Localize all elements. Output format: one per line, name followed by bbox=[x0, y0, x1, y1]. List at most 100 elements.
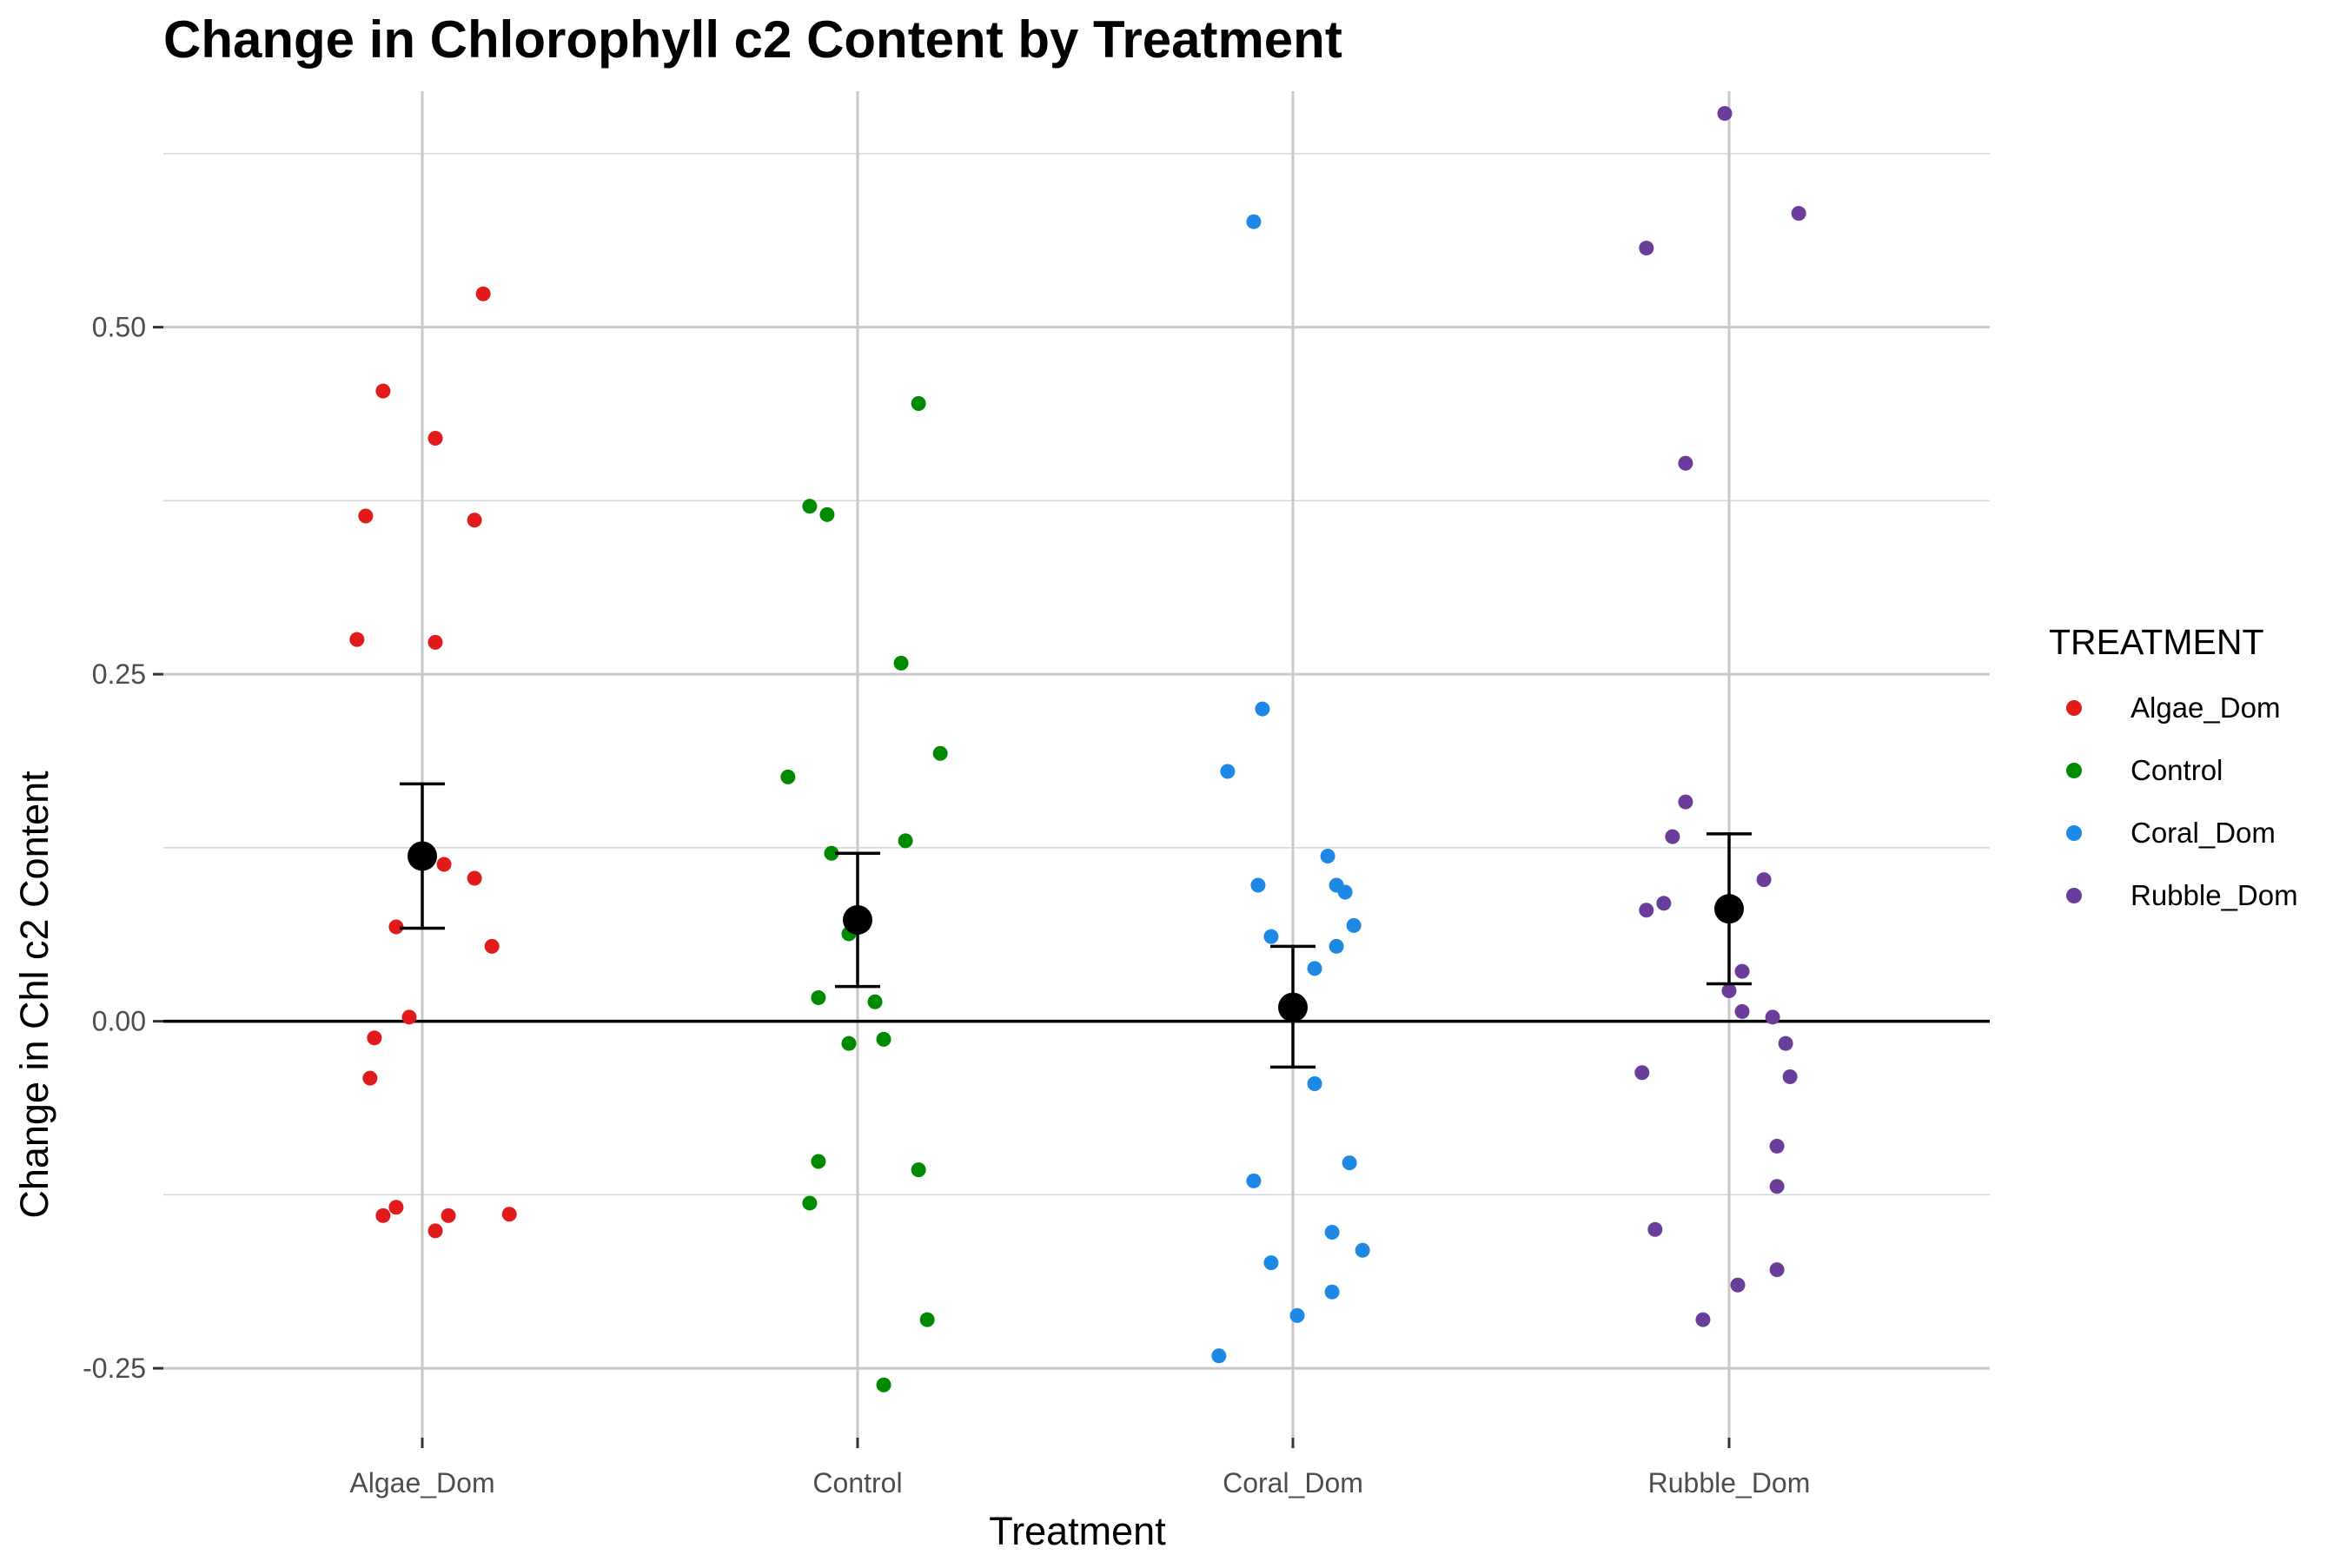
data-point bbox=[1324, 1225, 1340, 1241]
data-point bbox=[1665, 829, 1680, 844]
data-point bbox=[802, 1195, 818, 1211]
data-point bbox=[1678, 455, 1693, 471]
data-point bbox=[1246, 214, 1262, 229]
data-point bbox=[1695, 1312, 1711, 1327]
data-point bbox=[467, 513, 482, 528]
data-point bbox=[867, 994, 883, 1009]
x-axis-title: Treatment bbox=[989, 1509, 1166, 1553]
data-point bbox=[436, 857, 452, 872]
data-point bbox=[1734, 963, 1750, 979]
data-point bbox=[1307, 1076, 1322, 1092]
data-point bbox=[1717, 106, 1733, 122]
data-point bbox=[1337, 884, 1353, 900]
data-point bbox=[1721, 982, 1737, 998]
data-point bbox=[1639, 903, 1654, 918]
data-point bbox=[876, 1031, 891, 1047]
legend: TREATMENT Algae_Dom Control Coral_Dom Rubbl… bbox=[2049, 622, 2298, 911]
data-point bbox=[802, 499, 818, 514]
data-point bbox=[1346, 917, 1362, 933]
mean-point bbox=[1714, 894, 1744, 924]
data-point bbox=[427, 634, 443, 650]
data-point bbox=[1255, 701, 1270, 717]
data-point bbox=[911, 1162, 926, 1178]
chart-title: Change in Chlorophyll c2 Content by Trea… bbox=[163, 10, 1342, 69]
legend-entries: Algae_Dom Control Coral_Dom Rubble_Dom bbox=[2066, 691, 2298, 911]
data-point bbox=[1263, 1255, 1279, 1271]
legend-label: Algae_Dom bbox=[2131, 691, 2280, 724]
mean-point bbox=[843, 904, 872, 935]
data-point bbox=[1289, 1307, 1305, 1323]
data-point bbox=[367, 1030, 382, 1046]
data-point bbox=[893, 655, 909, 671]
data-point bbox=[911, 396, 926, 412]
data-point bbox=[1320, 848, 1335, 863]
data-point bbox=[375, 383, 391, 399]
legend-label: Rubble_Dom bbox=[2131, 879, 2298, 911]
legend-key bbox=[2066, 700, 2082, 716]
y-tick-label: 0.25 bbox=[92, 658, 146, 690]
data-point bbox=[1250, 877, 1266, 893]
data-point bbox=[811, 989, 826, 1005]
y-tick-label: 0.00 bbox=[92, 1006, 146, 1037]
data-point bbox=[1656, 896, 1672, 911]
data-point bbox=[1782, 1069, 1798, 1085]
data-point bbox=[1765, 1009, 1780, 1025]
data-point bbox=[841, 1035, 857, 1051]
y-tick-label: -0.25 bbox=[83, 1353, 146, 1384]
data-point bbox=[824, 845, 839, 861]
data-point bbox=[484, 938, 500, 954]
legend-key bbox=[2066, 763, 2082, 778]
data-point bbox=[1769, 1138, 1785, 1154]
x-tick-label: Algae_Dom bbox=[349, 1467, 494, 1499]
data-point bbox=[1263, 929, 1279, 944]
data-point bbox=[1324, 1284, 1340, 1300]
legend-key bbox=[2066, 825, 2082, 841]
data-point bbox=[1756, 872, 1772, 888]
summary-layer bbox=[400, 782, 1752, 1069]
y-axis-title: Change in Chl c2 Content bbox=[12, 771, 56, 1219]
data-point bbox=[1791, 206, 1806, 222]
data-point bbox=[1639, 241, 1654, 256]
data-point bbox=[1307, 961, 1322, 976]
data-point bbox=[362, 1070, 378, 1086]
data-point bbox=[388, 1200, 404, 1215]
x-tick-label: Rubble_Dom bbox=[1648, 1467, 1811, 1499]
data-point bbox=[811, 1154, 826, 1169]
points-layer bbox=[349, 106, 1806, 1393]
legend-label: Control bbox=[2131, 754, 2223, 786]
data-point bbox=[1342, 1155, 1357, 1171]
x-tick-label: Coral_Dom bbox=[1223, 1467, 1363, 1499]
data-point bbox=[1730, 1277, 1746, 1293]
legend-title: TREATMENT bbox=[2049, 622, 2264, 662]
data-point bbox=[1678, 794, 1693, 810]
mean-point bbox=[408, 841, 437, 871]
legend-label: Coral_Dom bbox=[2131, 817, 2276, 849]
data-point bbox=[919, 1312, 935, 1327]
data-point bbox=[1734, 1003, 1750, 1019]
data-point bbox=[388, 919, 404, 935]
data-point bbox=[349, 632, 365, 647]
data-point bbox=[819, 506, 835, 522]
x-tick-label: Control bbox=[812, 1467, 902, 1499]
x-axis: Algae_Dom Control Coral_Dom Rubble_Dom bbox=[349, 1438, 1810, 1499]
data-point bbox=[876, 1377, 891, 1393]
y-tick-label: 0.50 bbox=[92, 312, 146, 343]
data-point bbox=[1769, 1262, 1785, 1278]
data-point bbox=[780, 769, 796, 784]
data-point bbox=[501, 1207, 517, 1222]
legend-key bbox=[2066, 888, 2082, 903]
data-point bbox=[1211, 1348, 1227, 1364]
data-point bbox=[1634, 1065, 1650, 1081]
data-point bbox=[1769, 1179, 1785, 1194]
data-point bbox=[1220, 764, 1236, 779]
data-point bbox=[1778, 1035, 1793, 1051]
data-point bbox=[1329, 938, 1344, 954]
data-point bbox=[475, 286, 491, 301]
y-axis: -0.25 0.00 0.25 0.50 bbox=[83, 312, 163, 1384]
data-point bbox=[932, 745, 948, 761]
data-point bbox=[1647, 1221, 1663, 1237]
data-point bbox=[427, 1223, 443, 1239]
